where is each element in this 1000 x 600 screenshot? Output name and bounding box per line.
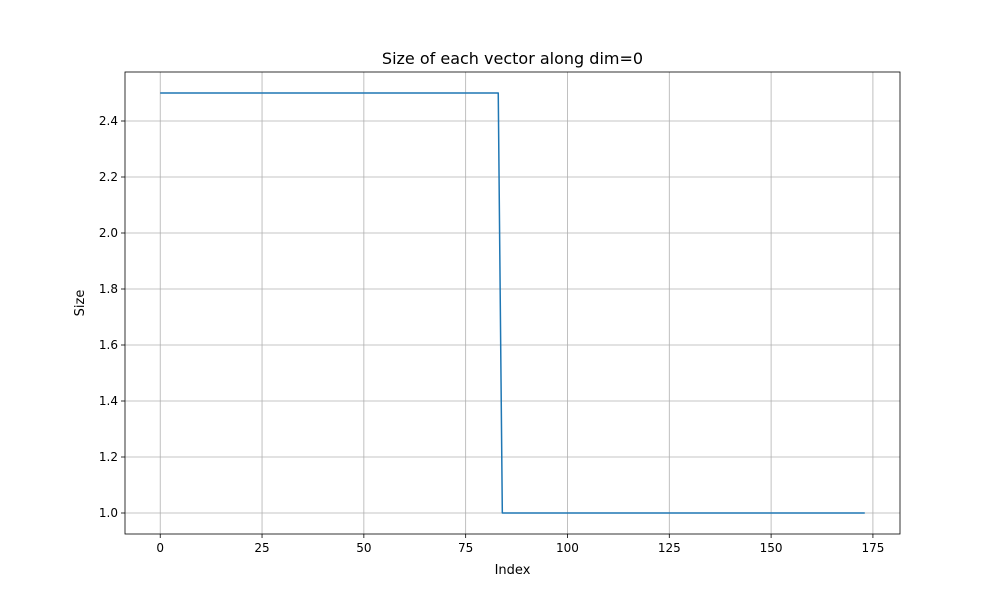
y-tick-label: 1.2	[99, 450, 118, 464]
y-tick-label: 1.4	[99, 394, 118, 408]
x-tick-label: 175	[861, 541, 884, 555]
x-tick-label: 25	[254, 541, 269, 555]
series-line	[160, 92, 865, 514]
x-tick-label: 100	[556, 541, 579, 555]
y-tick-label: 2.2	[99, 170, 118, 184]
series-layer	[160, 92, 865, 514]
y-axis-label: Size	[73, 290, 88, 317]
y-tick-label: 2.0	[99, 226, 118, 240]
y-tick-label: 1.0	[99, 506, 118, 520]
x-tick-label: 125	[658, 541, 681, 555]
x-tick-label: 75	[458, 541, 473, 555]
y-tick-label: 1.6	[99, 338, 118, 352]
x-axis: 0 25 50 75 100 125 150 175	[156, 534, 884, 555]
y-tick-label: 2.4	[99, 114, 118, 128]
grid	[125, 72, 900, 534]
x-tick-label: 0	[156, 541, 164, 555]
chart-title: Size of each vector along dim=0	[382, 49, 643, 68]
y-tick-label: 1.8	[99, 282, 118, 296]
x-axis-label: Index	[495, 563, 531, 578]
plot-frame	[124, 71, 901, 535]
x-tick-label: 150	[760, 541, 783, 555]
x-tick-label: 50	[356, 541, 371, 555]
y-axis: 1.0 1.2 1.4 1.6 1.8 2.0 2.2 2.4	[99, 114, 125, 520]
